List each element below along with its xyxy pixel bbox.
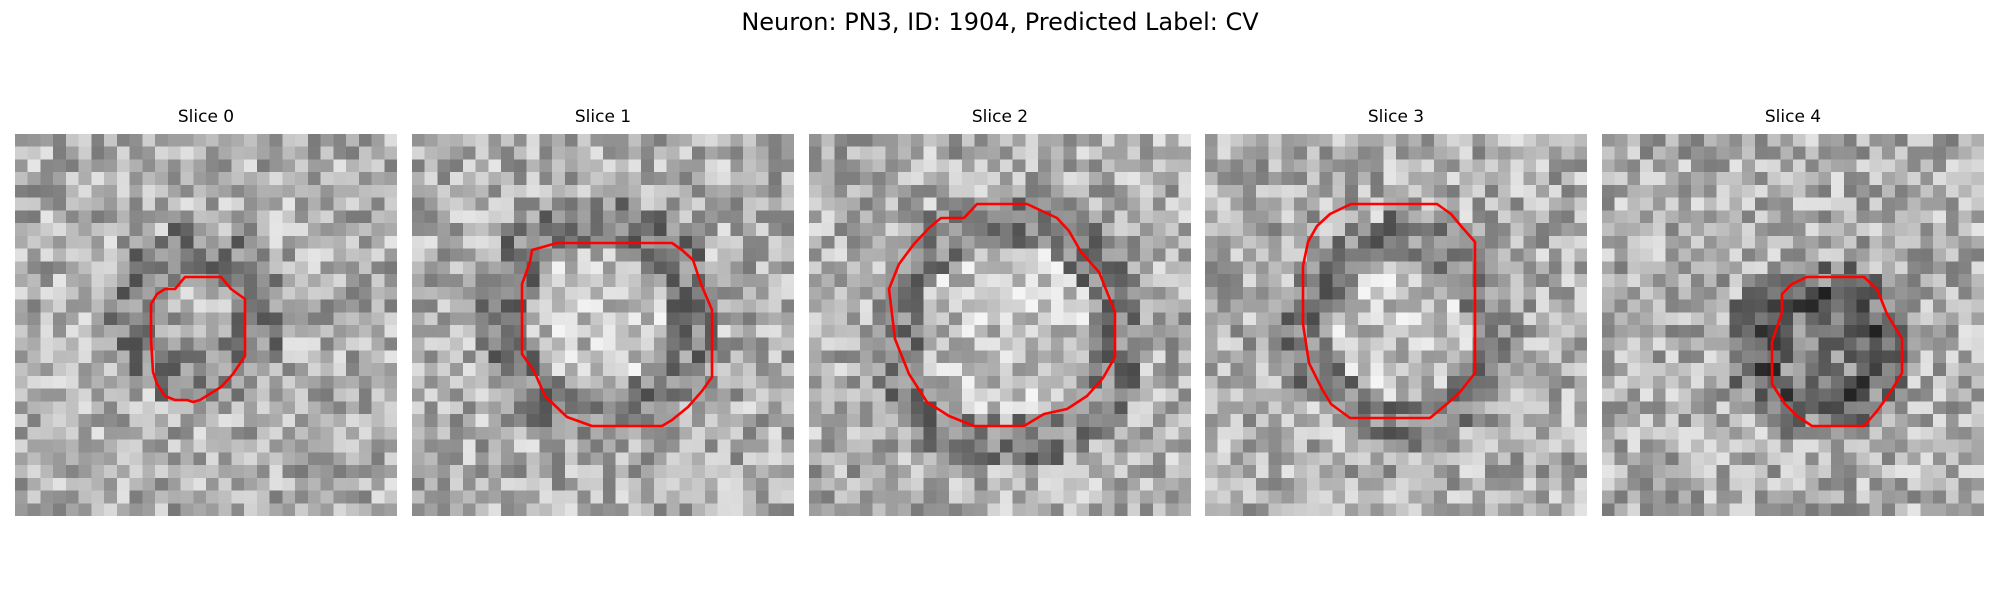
figure-title: Neuron: PN3, ID: 1904, Predicted Label: … xyxy=(741,8,1259,36)
slice-title: Slice 0 xyxy=(177,107,235,127)
slice-title: Slice 3 xyxy=(1367,107,1425,127)
slice-title: Slice 4 xyxy=(1764,107,1822,127)
slice-panel-0: Slice 0 xyxy=(15,106,397,516)
segmentation-contour xyxy=(520,241,714,428)
segmentation-contour xyxy=(149,275,247,404)
slice-panel-2: Slice 2 xyxy=(809,106,1191,516)
segmentation-contour xyxy=(887,202,1117,428)
slice-panel-1: Slice 1 xyxy=(412,106,794,516)
slice-panel-3: Slice 3 xyxy=(1205,106,1587,516)
slice-title: Slice 1 xyxy=(574,107,632,127)
slice-image xyxy=(1205,134,1587,516)
slice-title: Slice 2 xyxy=(971,107,1029,127)
slice-image xyxy=(15,134,397,516)
segmentation-contour xyxy=(1301,202,1477,420)
slice-image xyxy=(809,134,1191,516)
slice-image xyxy=(412,134,794,516)
slice-image xyxy=(1602,134,1984,516)
slice-panel-4: Slice 4 xyxy=(1602,106,1984,516)
segmentation-contour xyxy=(1770,275,1904,428)
